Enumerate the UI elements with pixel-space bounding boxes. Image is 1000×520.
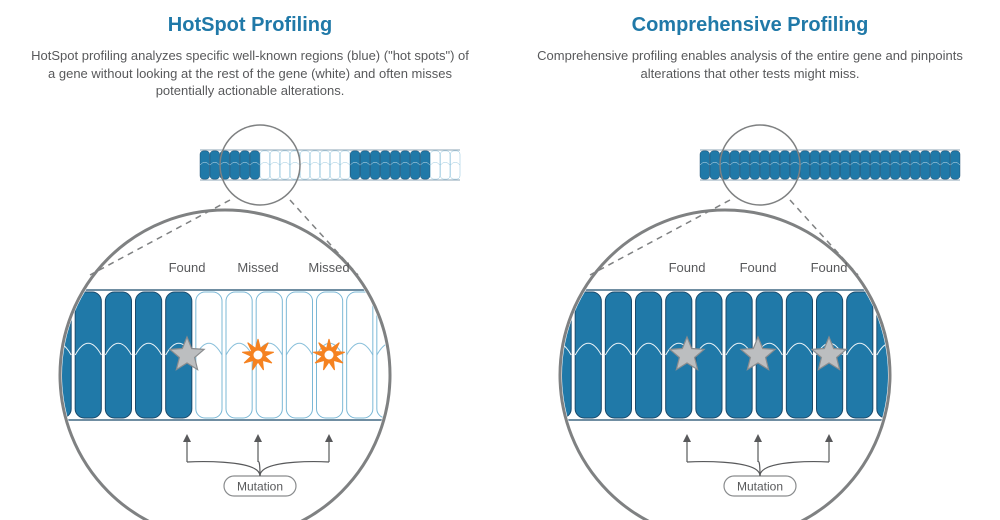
marker-label: Missed	[308, 260, 349, 275]
marker-label: Found	[740, 260, 777, 275]
comprehensive-diagram: Found Found Found Mutation	[500, 0, 1000, 520]
mutation-label: Mutation	[237, 479, 283, 493]
panel-comprehensive: Comprehensive Profiling Comprehensive pr…	[500, 0, 1000, 520]
panel-hotspot: HotSpot Profiling HotSpot profiling anal…	[0, 0, 500, 520]
marker-label: Missed	[237, 260, 278, 275]
marker-label: Found	[669, 260, 706, 275]
marker-label: Found	[811, 260, 848, 275]
hotspot-diagram: Found Missed Missed Mutation	[0, 0, 500, 520]
mutation-label: Mutation	[737, 479, 783, 493]
marker-label: Found	[169, 260, 206, 275]
comparison-wrap: HotSpot Profiling HotSpot profiling anal…	[0, 0, 1000, 520]
